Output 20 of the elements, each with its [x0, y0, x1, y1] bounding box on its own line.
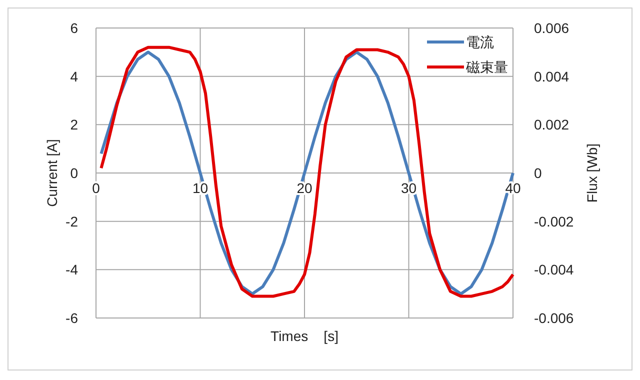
y2-tick-label: 0.004 — [534, 68, 570, 84]
y-tick-label: 2 — [70, 116, 78, 133]
y2-tick-label: -0.002 — [534, 213, 574, 230]
y2-tick-label: -0.006 — [534, 310, 574, 326]
y-axis-title: Current [A] — [44, 139, 60, 207]
y2-tick-label: -0.004 — [534, 262, 574, 278]
legend-label: 磁束量 — [465, 59, 508, 75]
y2-tick-label: 0.006 — [534, 20, 570, 36]
y-tick-label: 0 — [70, 165, 78, 181]
y2-axis-title: Flux [Wb] — [584, 143, 600, 203]
y-tick-label: 4 — [70, 68, 78, 84]
y-tick-label: -6 — [66, 310, 78, 326]
y-tick-label: -4 — [66, 262, 78, 278]
y-tick-label: -2 — [66, 213, 78, 230]
y2-tick-label: 0 — [534, 165, 542, 181]
y-tick-label: 6 — [70, 20, 78, 36]
y2-tick-label: 0.002 — [534, 116, 570, 133]
x-axis-title: Times [s] — [270, 328, 338, 344]
x-tick-label: 0 — [92, 180, 100, 196]
legend-label: 電流 — [466, 34, 494, 50]
